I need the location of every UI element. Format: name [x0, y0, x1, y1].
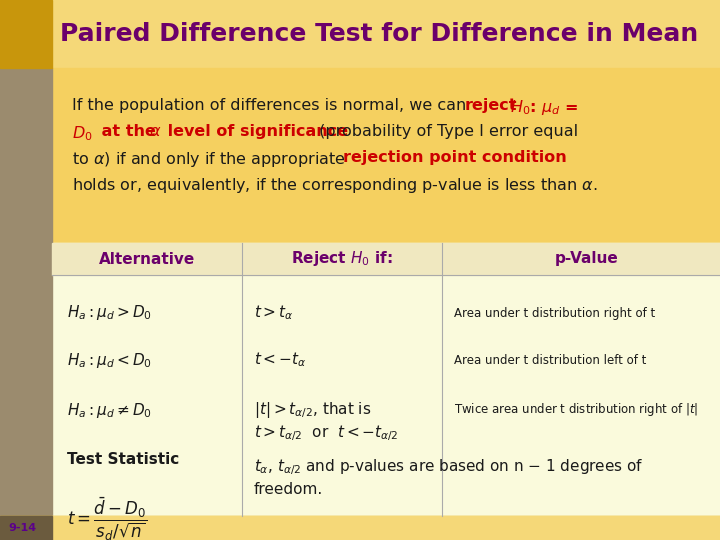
- Text: $t_{\alpha}$, $t_{\alpha/2}$ and p-values are based on n $-$ 1 degrees of: $t_{\alpha}$, $t_{\alpha/2}$ and p-value…: [254, 457, 644, 477]
- Bar: [52, 0, 720, 68]
- Text: Reject $H_0$ if:: Reject $H_0$ if:: [291, 249, 393, 268]
- Text: $t > t_{\alpha}$: $t > t_{\alpha}$: [254, 303, 294, 322]
- Bar: [0, 516, 52, 540]
- Text: reject: reject: [465, 98, 518, 113]
- Text: If the population of differences is normal, we can: If the population of differences is norm…: [72, 98, 472, 113]
- Text: rejection point condition: rejection point condition: [343, 150, 567, 165]
- Text: $H_a : \mu_d < D_0$: $H_a : \mu_d < D_0$: [67, 350, 152, 369]
- Text: $H_a : \mu_d > D_0$: $H_a : \mu_d > D_0$: [67, 303, 152, 322]
- Text: p-Value: p-Value: [555, 252, 619, 267]
- Bar: [52, 243, 720, 516]
- Bar: [52, 243, 720, 275]
- Text: $H_0$: $\mu_d$ =: $H_0$: $\mu_d$ =: [510, 98, 579, 117]
- Text: 9-14: 9-14: [8, 523, 36, 533]
- Bar: [0, 68, 52, 516]
- Text: Alternative: Alternative: [99, 252, 195, 267]
- Bar: [0, 0, 720, 68]
- Text: $H_a : \mu_d \neq D_0$: $H_a : \mu_d \neq D_0$: [67, 401, 152, 420]
- Text: level of significance: level of significance: [162, 124, 348, 139]
- Text: holds or, equivalently, if the corresponding p-value is less than $\alpha$.: holds or, equivalently, if the correspon…: [72, 176, 598, 195]
- Text: $t > t_{\alpha/2}$  or  $t < -t_{\alpha/2}$: $t > t_{\alpha/2}$ or $t < -t_{\alpha/2}…: [254, 423, 399, 443]
- Text: to $\alpha$) if and only if the appropriate: to $\alpha$) if and only if the appropri…: [72, 150, 346, 169]
- Text: freedom.: freedom.: [254, 483, 323, 497]
- Text: Paired Difference Test for Difference in Mean: Paired Difference Test for Difference in…: [60, 22, 698, 46]
- Text: $|t| > t_{\alpha/2}$, that is: $|t| > t_{\alpha/2}$, that is: [254, 400, 372, 420]
- Text: at the: at the: [96, 124, 161, 139]
- Bar: [0, 516, 720, 540]
- Text: Area under t distribution right of t: Area under t distribution right of t: [454, 307, 655, 320]
- Text: Twice area under t distribution right of $|t|$: Twice area under t distribution right of…: [454, 402, 698, 418]
- Text: Area under t distribution left of t: Area under t distribution left of t: [454, 354, 647, 367]
- Text: Test Statistic: Test Statistic: [67, 453, 179, 468]
- Text: (probability of Type I error equal: (probability of Type I error equal: [314, 124, 578, 139]
- Bar: [52, 68, 720, 243]
- Text: $\alpha$: $\alpha$: [149, 124, 161, 139]
- Text: $D_0$: $D_0$: [72, 124, 93, 143]
- Bar: [52, 516, 720, 540]
- Text: $t = \dfrac{\bar{d} - D_0}{s_d / \sqrt{n}}$: $t = \dfrac{\bar{d} - D_0}{s_d / \sqrt{n…: [67, 495, 148, 540]
- Text: $t < -t_{\alpha}$: $t < -t_{\alpha}$: [254, 350, 306, 369]
- Bar: [0, 0, 52, 68]
